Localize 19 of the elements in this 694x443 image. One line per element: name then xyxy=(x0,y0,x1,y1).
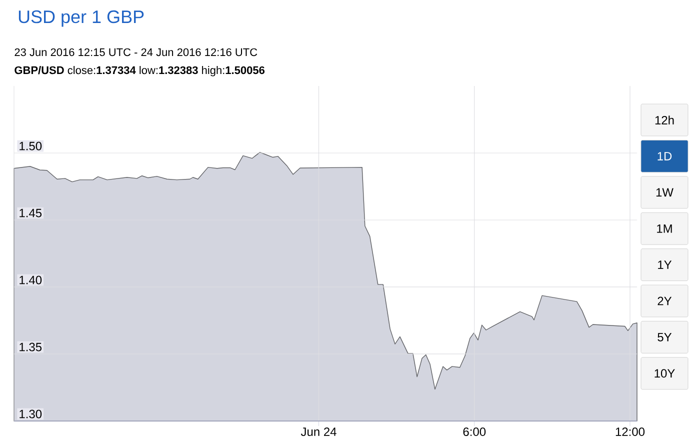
text: 5Y xyxy=(658,333,672,342)
text: 1M xyxy=(657,224,672,233)
y-tick-label: 1.40 xyxy=(20,276,42,284)
y-tick-label: 1.35 xyxy=(20,342,42,352)
text: 1Y xyxy=(658,260,672,269)
y-tick-label: 1.50 xyxy=(20,142,42,150)
text: 1W xyxy=(656,188,674,197)
y-tick-label: 1.45 xyxy=(20,208,42,218)
x-tick-label: 6:00 xyxy=(463,428,486,436)
x-tick-label: Jun 24 xyxy=(300,428,336,436)
text: 12h xyxy=(655,116,674,124)
x-tick-label: 12:00 xyxy=(616,428,645,436)
text: 2Y xyxy=(658,296,672,306)
text: 10Y xyxy=(654,369,675,378)
chart-subtitle: 23 Jun 2016 12:15 UTC - 24 Jun 2016 12:16 UTC xyxy=(14,48,258,56)
y-tick-label: 1.30 xyxy=(20,410,42,418)
chart-title: USD per 1 GBP xyxy=(18,10,144,27)
text: GBP/USD close:1.37334 low:1.32383 high:1.50056 xyxy=(14,66,265,76)
text: 1D xyxy=(658,152,672,160)
